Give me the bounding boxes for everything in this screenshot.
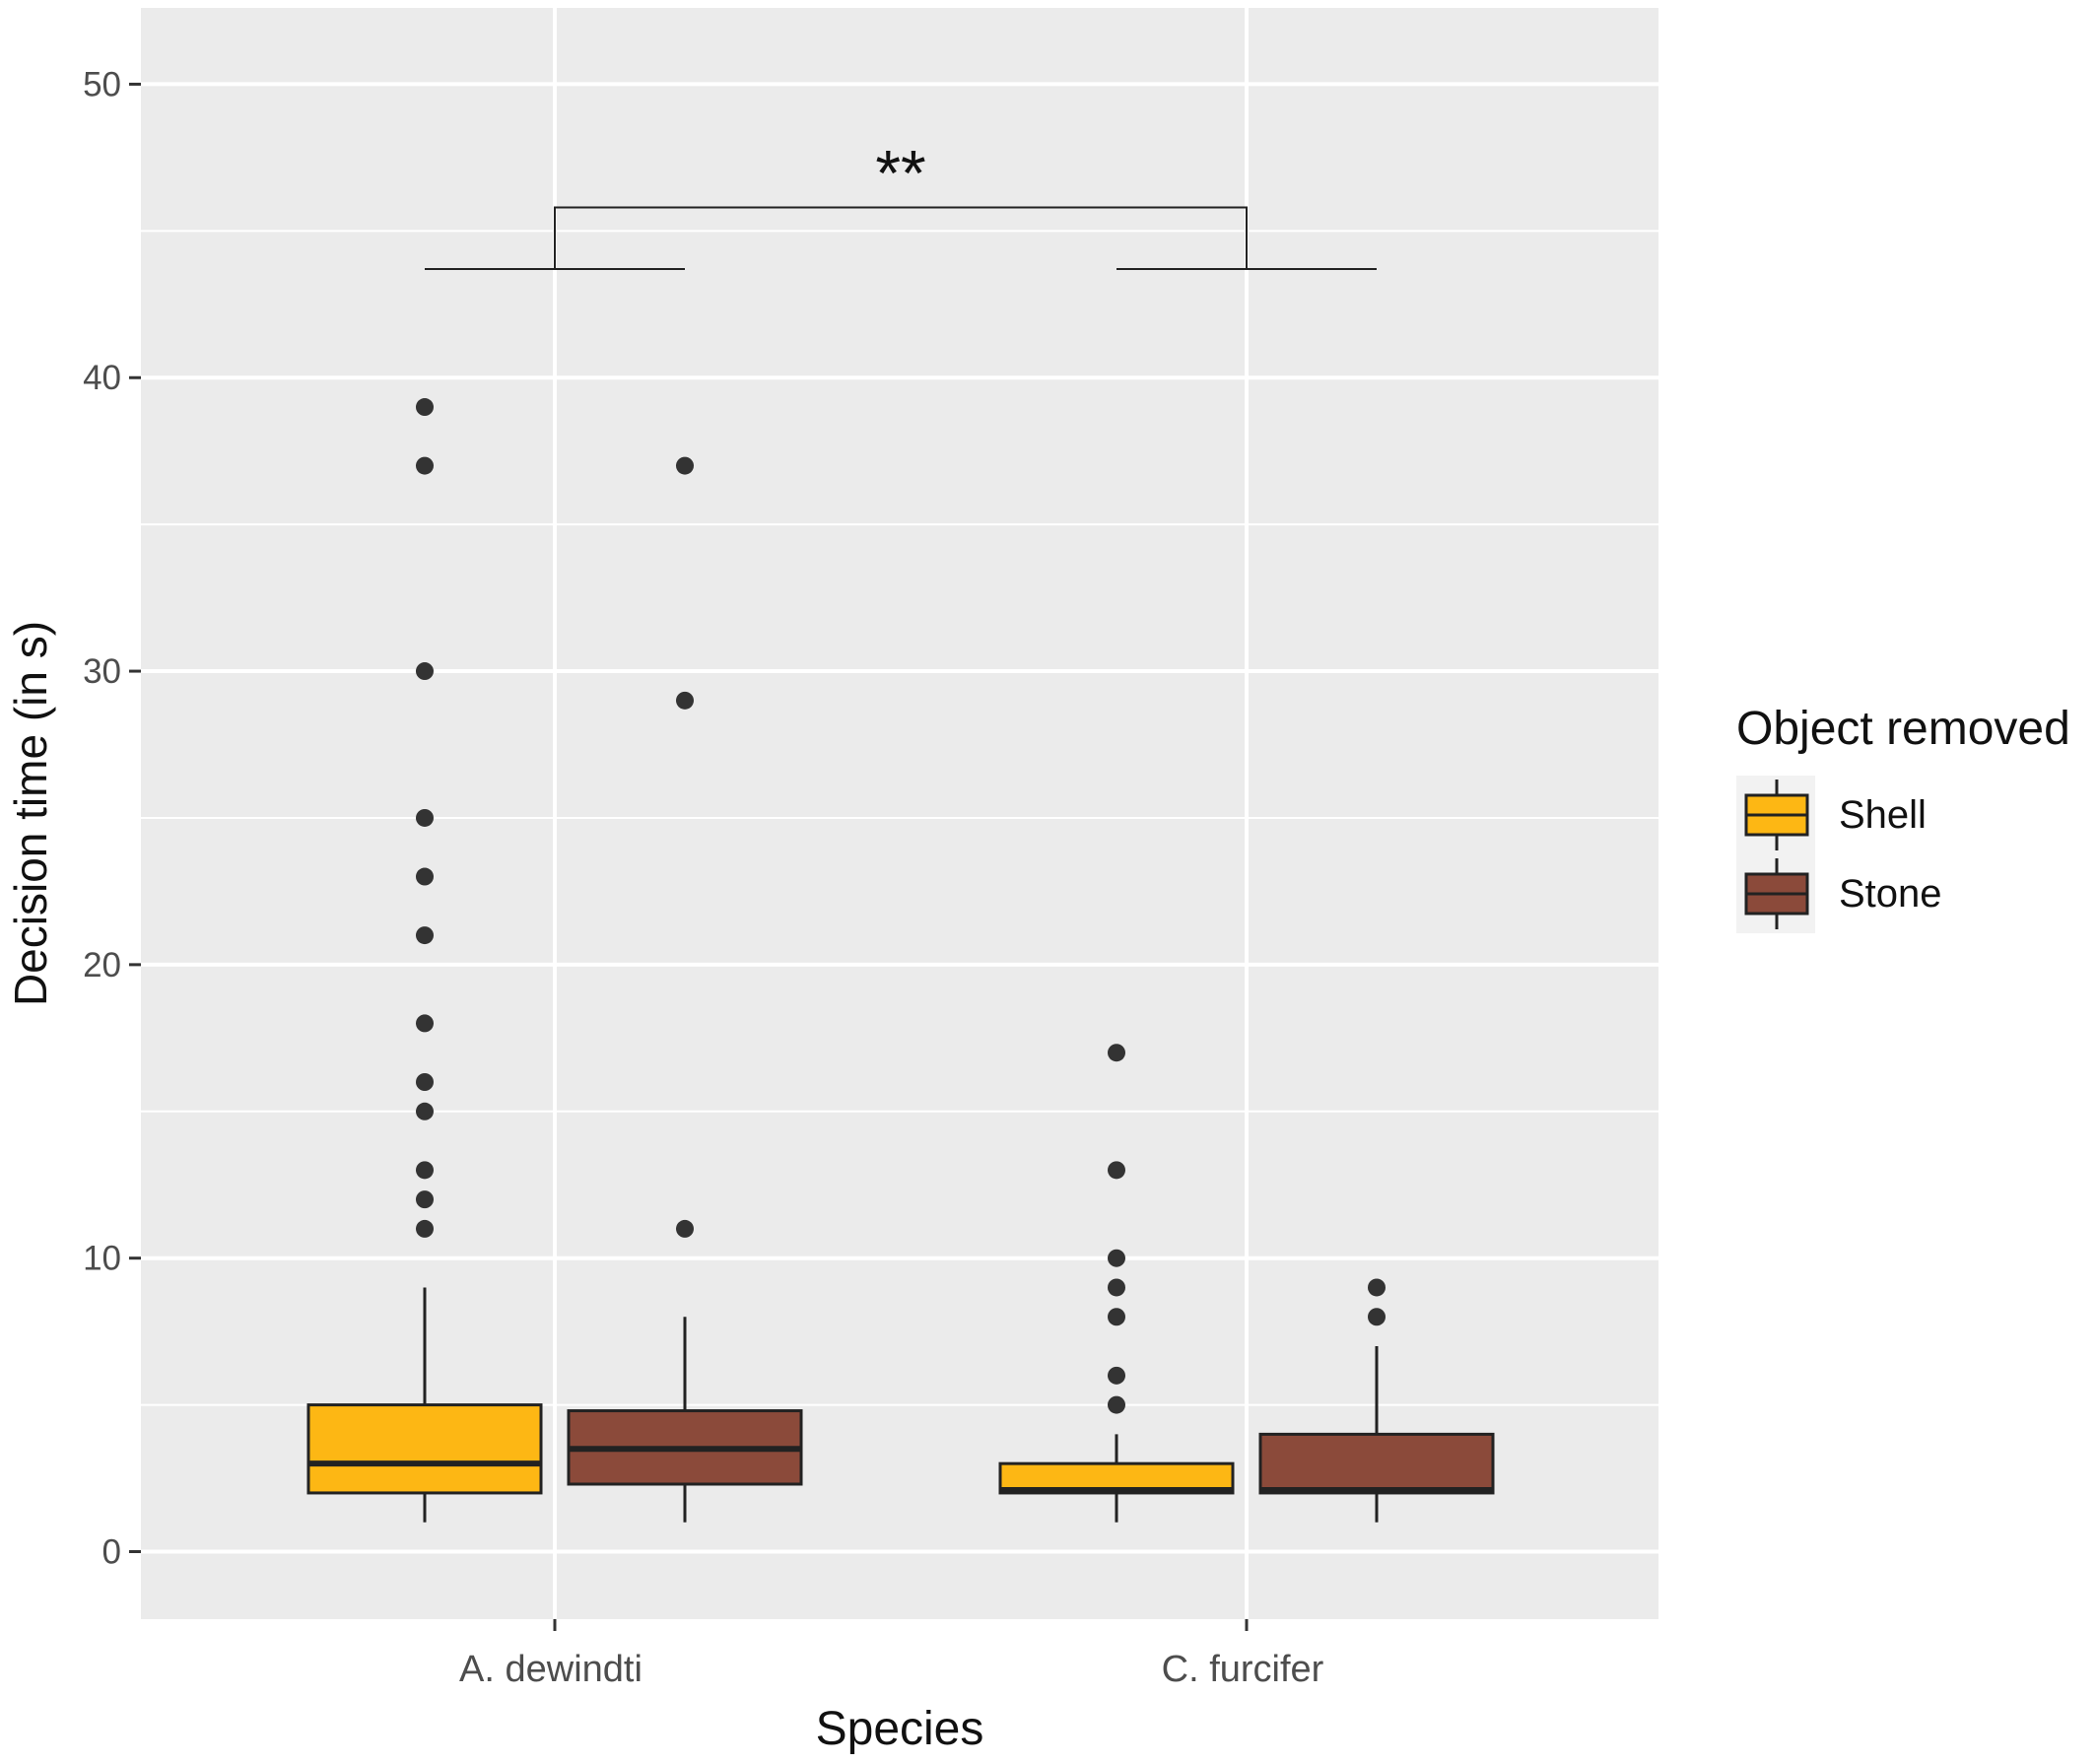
box-iqr [1258, 1432, 1495, 1495]
y-axis: 0 10 20 30 40 50 Decision time (in s) [5, 65, 141, 1572]
significance-bracket [554, 206, 1248, 270]
plot-panel [141, 8, 1658, 1619]
outlier-point [1368, 1278, 1386, 1297]
box-shell-1 [998, 1044, 1235, 1523]
x-axis-label: Species [816, 1703, 984, 1755]
y-tick-label: 10 [83, 1240, 121, 1278]
outlier-point [676, 691, 694, 710]
legend-item-shell: Shell [1736, 776, 1927, 854]
y-tick-label: 50 [83, 65, 121, 103]
outlier-point [1108, 1366, 1125, 1385]
outlier-point [416, 1190, 434, 1209]
outlier-point [676, 456, 694, 475]
grid-lines [141, 8, 1658, 1619]
significance-annotation: ** [425, 137, 1377, 271]
outlier-point [416, 1219, 434, 1238]
box-iqr [306, 1403, 543, 1495]
y-tick-label: 40 [83, 359, 121, 397]
outlier-point [416, 926, 434, 945]
y-axis-label: Decision time (in s) [5, 621, 56, 1006]
box-shell-0 [306, 398, 543, 1523]
outlier-point [1368, 1308, 1386, 1326]
x-tick-label: A. dewindti [459, 1649, 643, 1690]
outlier-point [416, 1161, 434, 1180]
outlier-point [1108, 1308, 1125, 1326]
legend-title: Object removed [1736, 703, 2070, 755]
box-layer [306, 398, 1495, 1523]
y-tick-label: 0 [102, 1533, 121, 1572]
significance-label: ** [875, 137, 925, 210]
outlier-point [416, 867, 434, 886]
outlier-point [1108, 1044, 1125, 1062]
legend: Object removed Shell Stone [1736, 703, 2070, 933]
outlier-point [416, 1014, 434, 1033]
outlier-point [1108, 1249, 1125, 1267]
outlier-point [416, 456, 434, 475]
panel-background [141, 8, 1658, 1619]
outlier-point [416, 398, 434, 417]
legend-label: Stone [1839, 872, 1942, 916]
outlier-point [1108, 1278, 1125, 1297]
outlier-point [1108, 1161, 1125, 1180]
legend-label: Shell [1839, 793, 1927, 837]
outlier-point [676, 1219, 694, 1238]
outlier-point [1108, 1395, 1125, 1414]
x-tick-label: C. furcifer [1162, 1649, 1324, 1690]
outlier-point [416, 1102, 434, 1120]
outlier-point [416, 662, 434, 681]
y-tick-label: 30 [83, 652, 121, 691]
box-stone-1 [1258, 1278, 1495, 1523]
legend-item-stone: Stone [1736, 854, 1942, 933]
outlier-point [416, 1073, 434, 1091]
y-tick-label: 20 [83, 946, 121, 984]
outlier-point [416, 808, 434, 827]
x-axis: A. dewindti C. furcifer Species [459, 1619, 1324, 1755]
box-stone-0 [567, 456, 803, 1523]
